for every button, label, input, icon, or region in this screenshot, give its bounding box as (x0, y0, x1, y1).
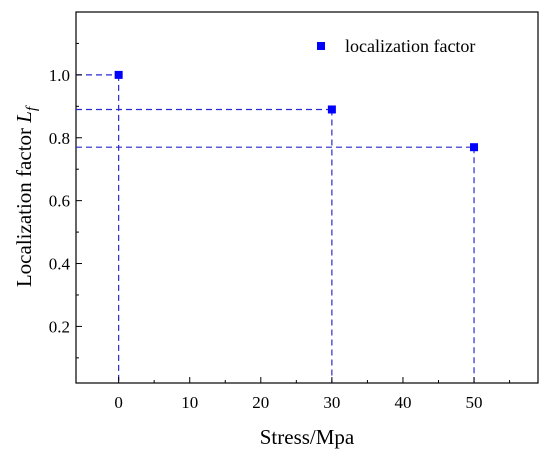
x-tick-label: 0 (114, 393, 123, 412)
y-axis-title: Localization factor Lf (12, 105, 40, 287)
y-tick-label: 0.8 (49, 129, 70, 148)
legend-label: localization factor (345, 36, 475, 56)
legend: localization factor (317, 36, 475, 56)
data-points (114, 70, 479, 152)
x-tick-label: 40 (394, 393, 411, 412)
y-tick-label: 0.2 (49, 317, 70, 336)
axis-ticks: 0 10 20 30 40 50 0.2 0.4 0.6 0.8 1.0 (49, 42, 511, 412)
data-point (114, 70, 123, 79)
y-axis-title-subscript: f (24, 105, 40, 111)
data-point (327, 105, 336, 114)
x-tick-label: 50 (466, 393, 483, 412)
guide-lines (76, 74, 475, 383)
x-tick-label: 30 (323, 393, 340, 412)
y-axis-title-main: Localization factor (12, 123, 36, 287)
plot-frame (75, 11, 539, 384)
y-tick-label: 0.4 (49, 255, 71, 274)
x-tick-label: 10 (181, 393, 198, 412)
legend-marker (317, 42, 325, 50)
x-axis-title: Stress/Mpa (260, 425, 355, 449)
y-axis-title-symbol: L (12, 111, 36, 124)
data-point (470, 143, 479, 152)
y-tick-label: 1.0 (49, 66, 70, 85)
x-tick-label: 20 (252, 393, 269, 412)
y-tick-label: 0.6 (49, 192, 70, 211)
